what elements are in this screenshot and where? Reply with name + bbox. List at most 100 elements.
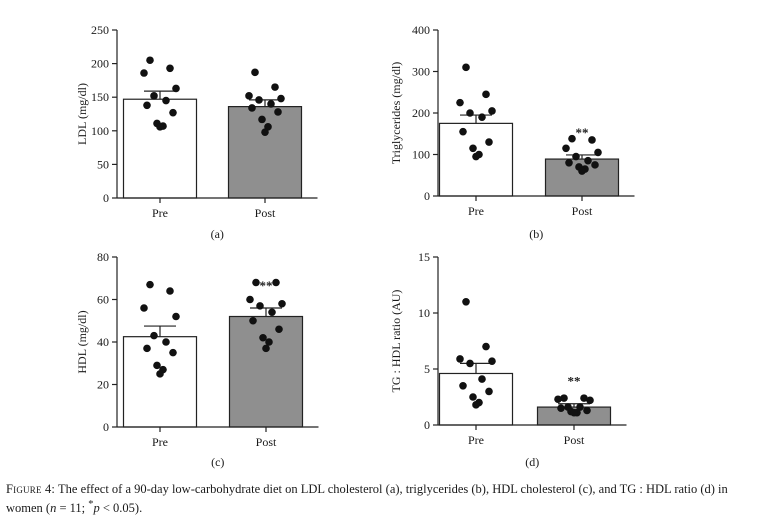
y-tick-label: 40: [97, 335, 109, 349]
data-point: [459, 127, 467, 136]
data-point: [488, 357, 496, 365]
data-point: [560, 394, 568, 402]
data-point: [469, 144, 477, 153]
y-tick-label: 50: [97, 157, 109, 171]
bar-pre: [122, 336, 198, 428]
data-point: [169, 348, 177, 357]
figure-caption: Figure 4: The effect of a 90-day low-car…: [6, 481, 762, 516]
y-tick-label: 200: [91, 57, 109, 71]
caption-n-value: = 11;: [56, 501, 89, 516]
data-point: [578, 167, 586, 175]
data-point: [586, 396, 594, 405]
data-point: [248, 104, 256, 112]
caption-lead: Figure 4:: [6, 482, 56, 496]
data-point: [466, 109, 474, 117]
x-tick-label: Post: [255, 206, 276, 220]
data-point: [568, 134, 576, 143]
x-tick-label: Pre: [468, 433, 484, 447]
y-tick-label: 0: [103, 191, 109, 205]
data-point: [576, 403, 584, 411]
data-point: [594, 148, 602, 157]
data-point: [278, 299, 286, 308]
data-point: [485, 387, 493, 396]
data-point: [466, 359, 474, 368]
data-point: [153, 361, 161, 370]
y-tick-label: 5: [424, 362, 430, 376]
data-point: [274, 108, 282, 116]
data-point: [472, 152, 480, 161]
y-tick-label: 10: [418, 306, 430, 320]
data-point: [570, 408, 578, 417]
y-tick-label: 20: [97, 378, 109, 392]
data-point: [472, 401, 480, 409]
data-point: [258, 115, 266, 124]
data-point: [249, 316, 257, 325]
y-tick-label: 0: [424, 418, 430, 432]
data-point: [554, 395, 562, 404]
data-point: [246, 295, 254, 304]
y-tick-label: 200: [412, 106, 430, 120]
data-point: [162, 338, 170, 346]
data-point: [261, 128, 269, 136]
y-tick-label: 300: [412, 65, 430, 79]
y-tick-label: 0: [424, 189, 430, 203]
data-point: [588, 136, 596, 144]
data-point: [156, 370, 164, 378]
y-tick-label: 400: [412, 23, 430, 37]
data-point: [482, 90, 490, 99]
data-point: [262, 344, 270, 353]
caption-n-symbol: n: [50, 501, 57, 516]
chart-panel: 0 20 40 60 80 HDL (mg/dl) Pre Post ** (c): [75, 250, 319, 469]
bar-post: [228, 315, 304, 428]
data-point: [482, 342, 490, 351]
y-tick-label: 60: [97, 293, 109, 307]
data-point: [459, 382, 467, 390]
data-point: [462, 298, 470, 306]
data-point: [277, 94, 285, 103]
data-point: [172, 84, 180, 93]
y-tick-label: 100: [91, 124, 109, 138]
data-point: [456, 355, 464, 363]
data-point: [584, 156, 592, 165]
significance-mark: **: [576, 125, 589, 140]
data-point: [245, 92, 253, 100]
x-tick-label: Pre: [152, 206, 168, 220]
bar-pre: [122, 98, 198, 199]
data-point: [146, 56, 154, 65]
data-point: [572, 152, 580, 161]
x-tick-label: Post: [564, 433, 585, 447]
x-tick-label: Pre: [152, 435, 168, 449]
data-point: [252, 278, 260, 287]
y-tick-label: 15: [418, 250, 430, 264]
data-point: [166, 287, 174, 295]
data-point: [259, 333, 267, 342]
data-point: [146, 280, 154, 289]
y-axis-label: Triglycerides (mg/dl): [389, 62, 403, 165]
data-point: [150, 92, 158, 100]
data-point: [166, 64, 174, 73]
y-tick-label: 100: [412, 148, 430, 162]
y-tick-label: 0: [103, 420, 109, 434]
data-point: [469, 393, 477, 401]
data-point: [255, 96, 263, 104]
data-point: [169, 108, 177, 117]
chart-panel: 0 50 100 150 200 250 LDL (mg/dl) Pre Post (a): [75, 23, 318, 241]
data-point: [156, 122, 164, 131]
data-point: [485, 138, 493, 146]
data-point: [580, 394, 588, 402]
data-point: [143, 344, 151, 353]
data-point: [140, 69, 148, 77]
data-point: [271, 83, 279, 91]
caption-p-value: < 0.05).: [99, 501, 143, 516]
x-tick-label: Pre: [468, 204, 484, 218]
chart-panel: 0 100 200 300 400 Triglycerides (mg/dl) Pre Pos…: [389, 23, 635, 241]
caption-p-symbol: p: [93, 501, 100, 516]
data-point: [267, 100, 275, 108]
caption-star: *: [88, 499, 94, 510]
data-point: [275, 325, 283, 334]
data-point: [557, 404, 565, 413]
data-point: [565, 159, 573, 167]
x-tick-label: Post: [572, 204, 593, 218]
data-point: [591, 161, 599, 169]
